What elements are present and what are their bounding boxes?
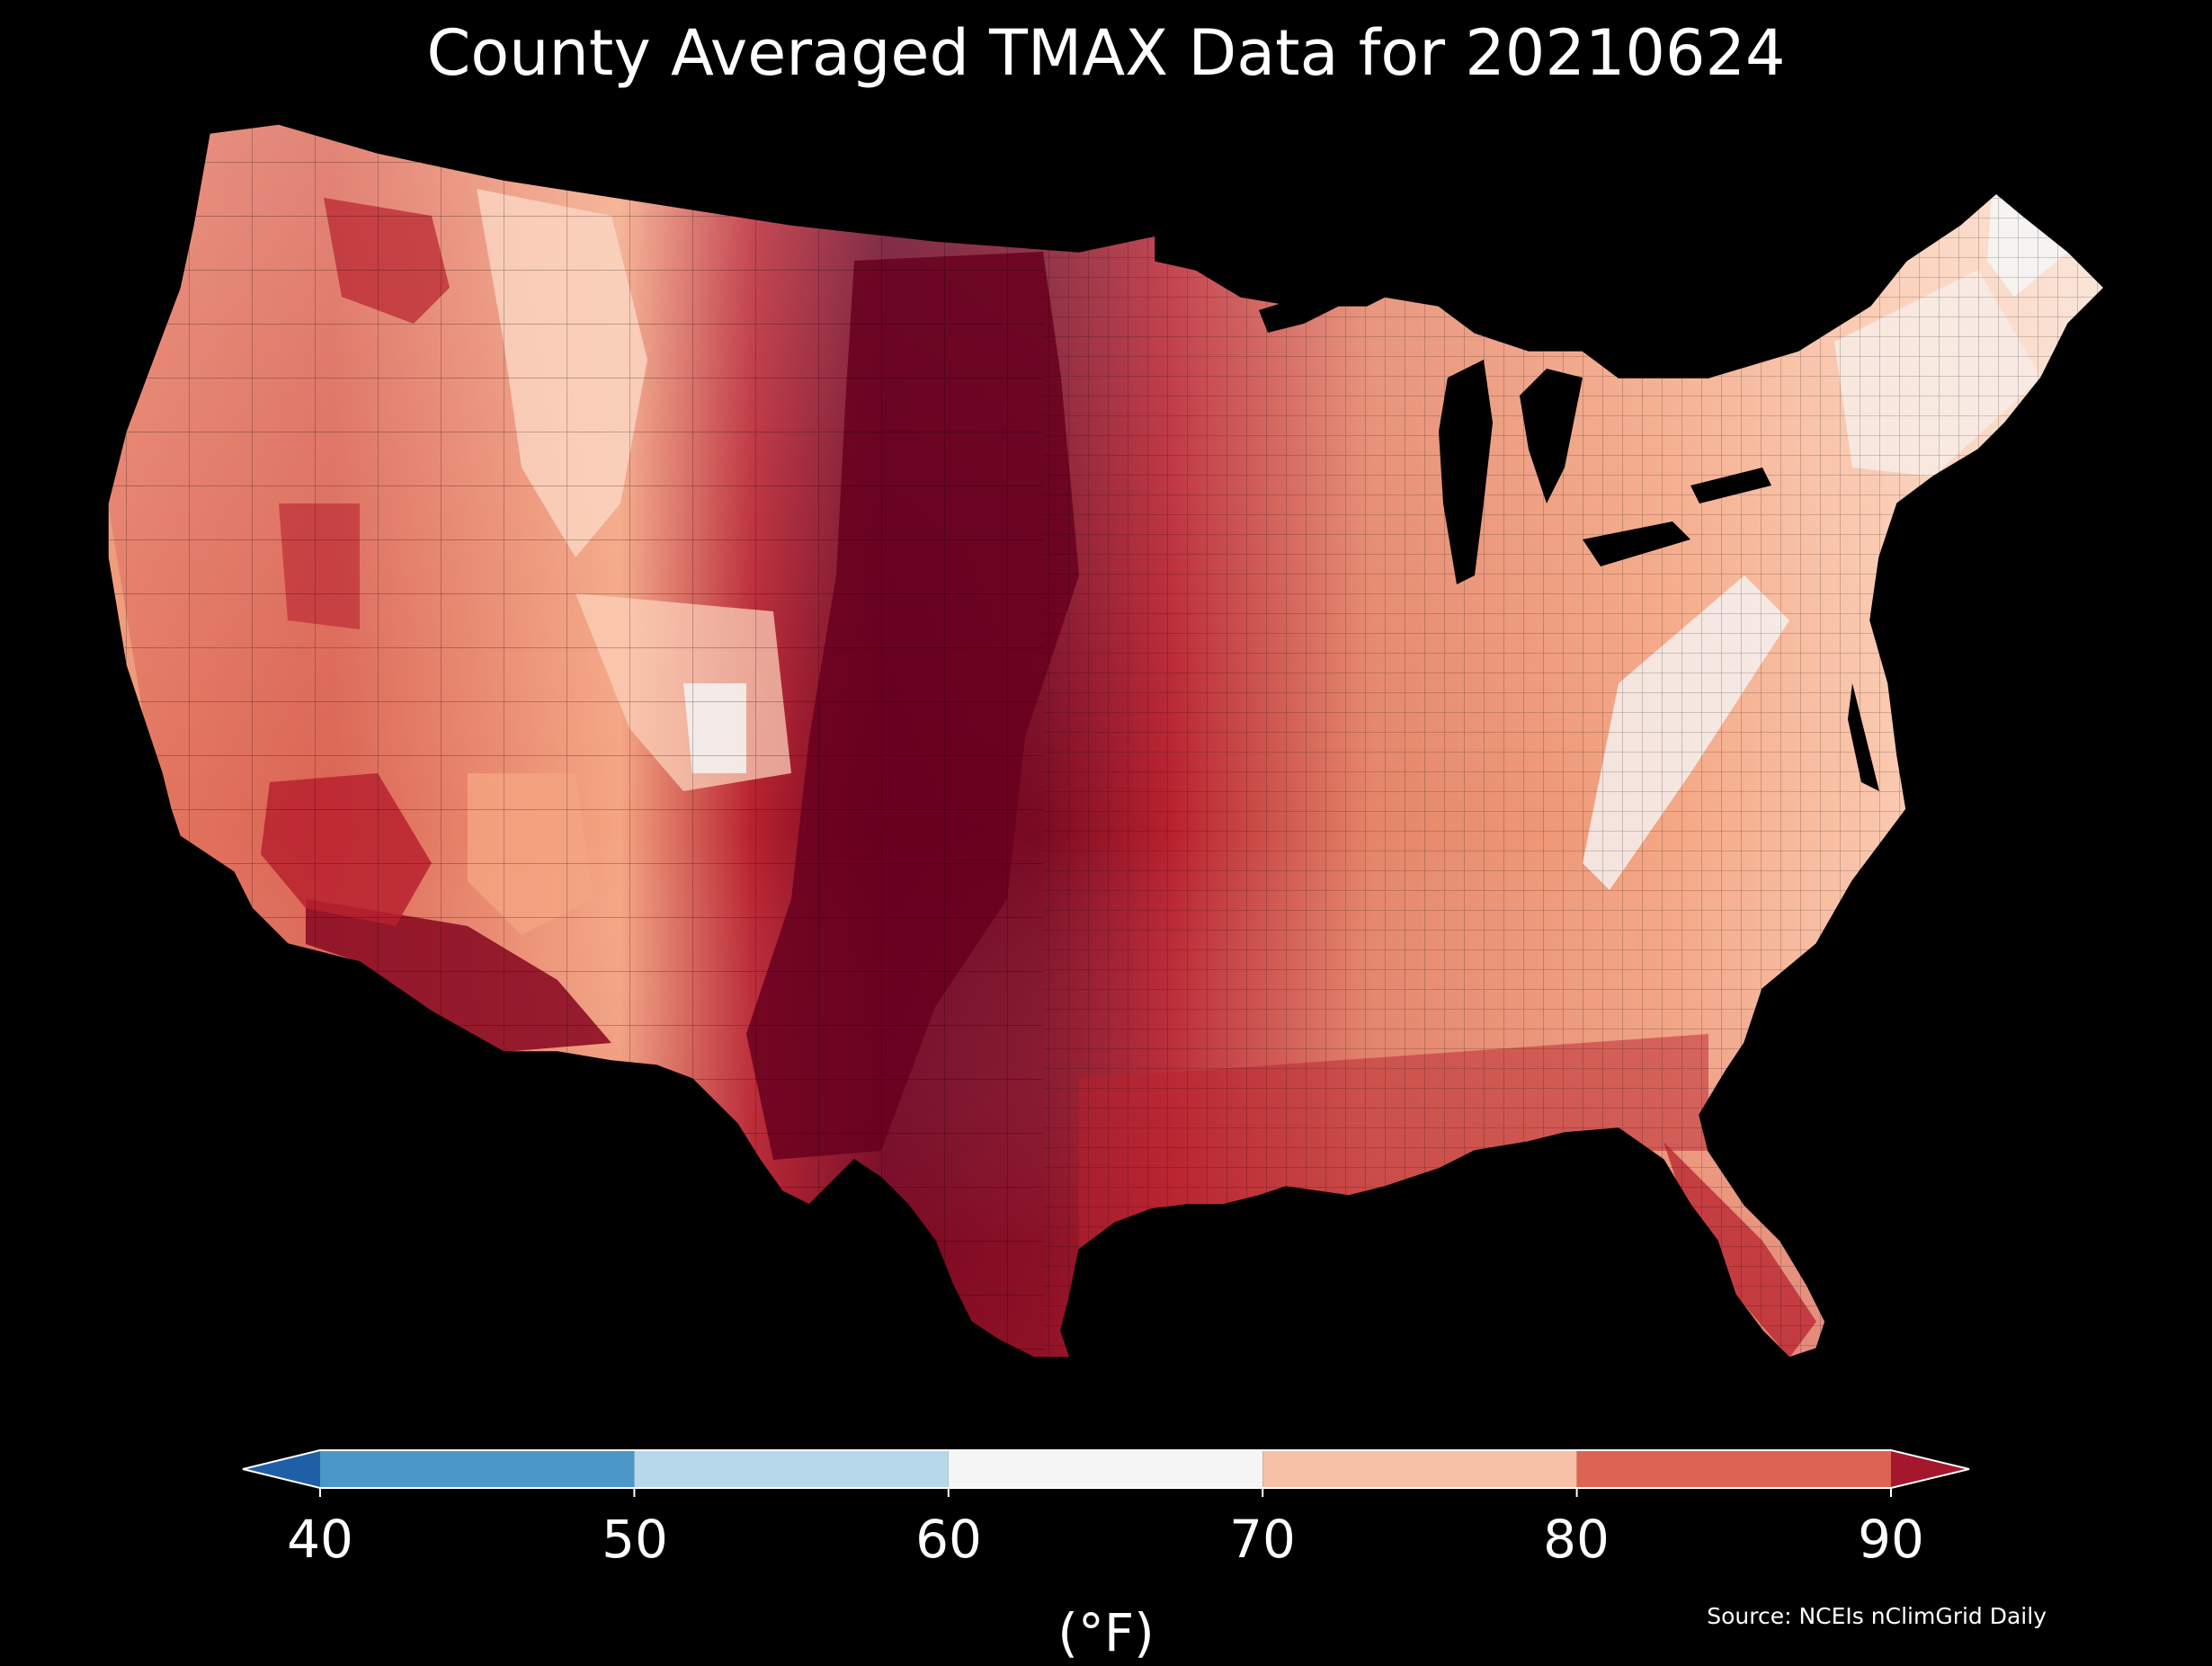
colorbar-tick-90: 90 xyxy=(1858,1509,1924,1570)
colorbar-bin-80-90 xyxy=(1576,1450,1891,1488)
map-title: County Averaged TMAX Data for 20210624 xyxy=(426,16,1786,90)
colorbar-bin-40-50 xyxy=(320,1450,635,1488)
colorbar-bin-50-60 xyxy=(634,1450,949,1488)
colorbar-tick-60: 60 xyxy=(915,1509,982,1570)
colorbar-bin-60-70 xyxy=(948,1450,1263,1488)
colorbar-tick-40: 40 xyxy=(287,1509,353,1570)
source-credit: Source: NCEIs nClimGrid Daily xyxy=(1707,1603,2047,1629)
colorbar-unit-label: (°F) xyxy=(1057,1602,1155,1663)
colorbar-tick-50: 50 xyxy=(602,1509,668,1570)
great-lakes xyxy=(1259,277,1879,791)
colorbar-tick-80: 80 xyxy=(1543,1509,1610,1570)
colorbar-bin-90-100 xyxy=(1891,1450,1969,1488)
state-outline xyxy=(107,123,2106,1359)
colorbar-bin-30-40 xyxy=(243,1450,320,1488)
colorbar-tick-70: 70 xyxy=(1229,1509,1296,1570)
colorbar-bin-70-80 xyxy=(1262,1450,1577,1488)
